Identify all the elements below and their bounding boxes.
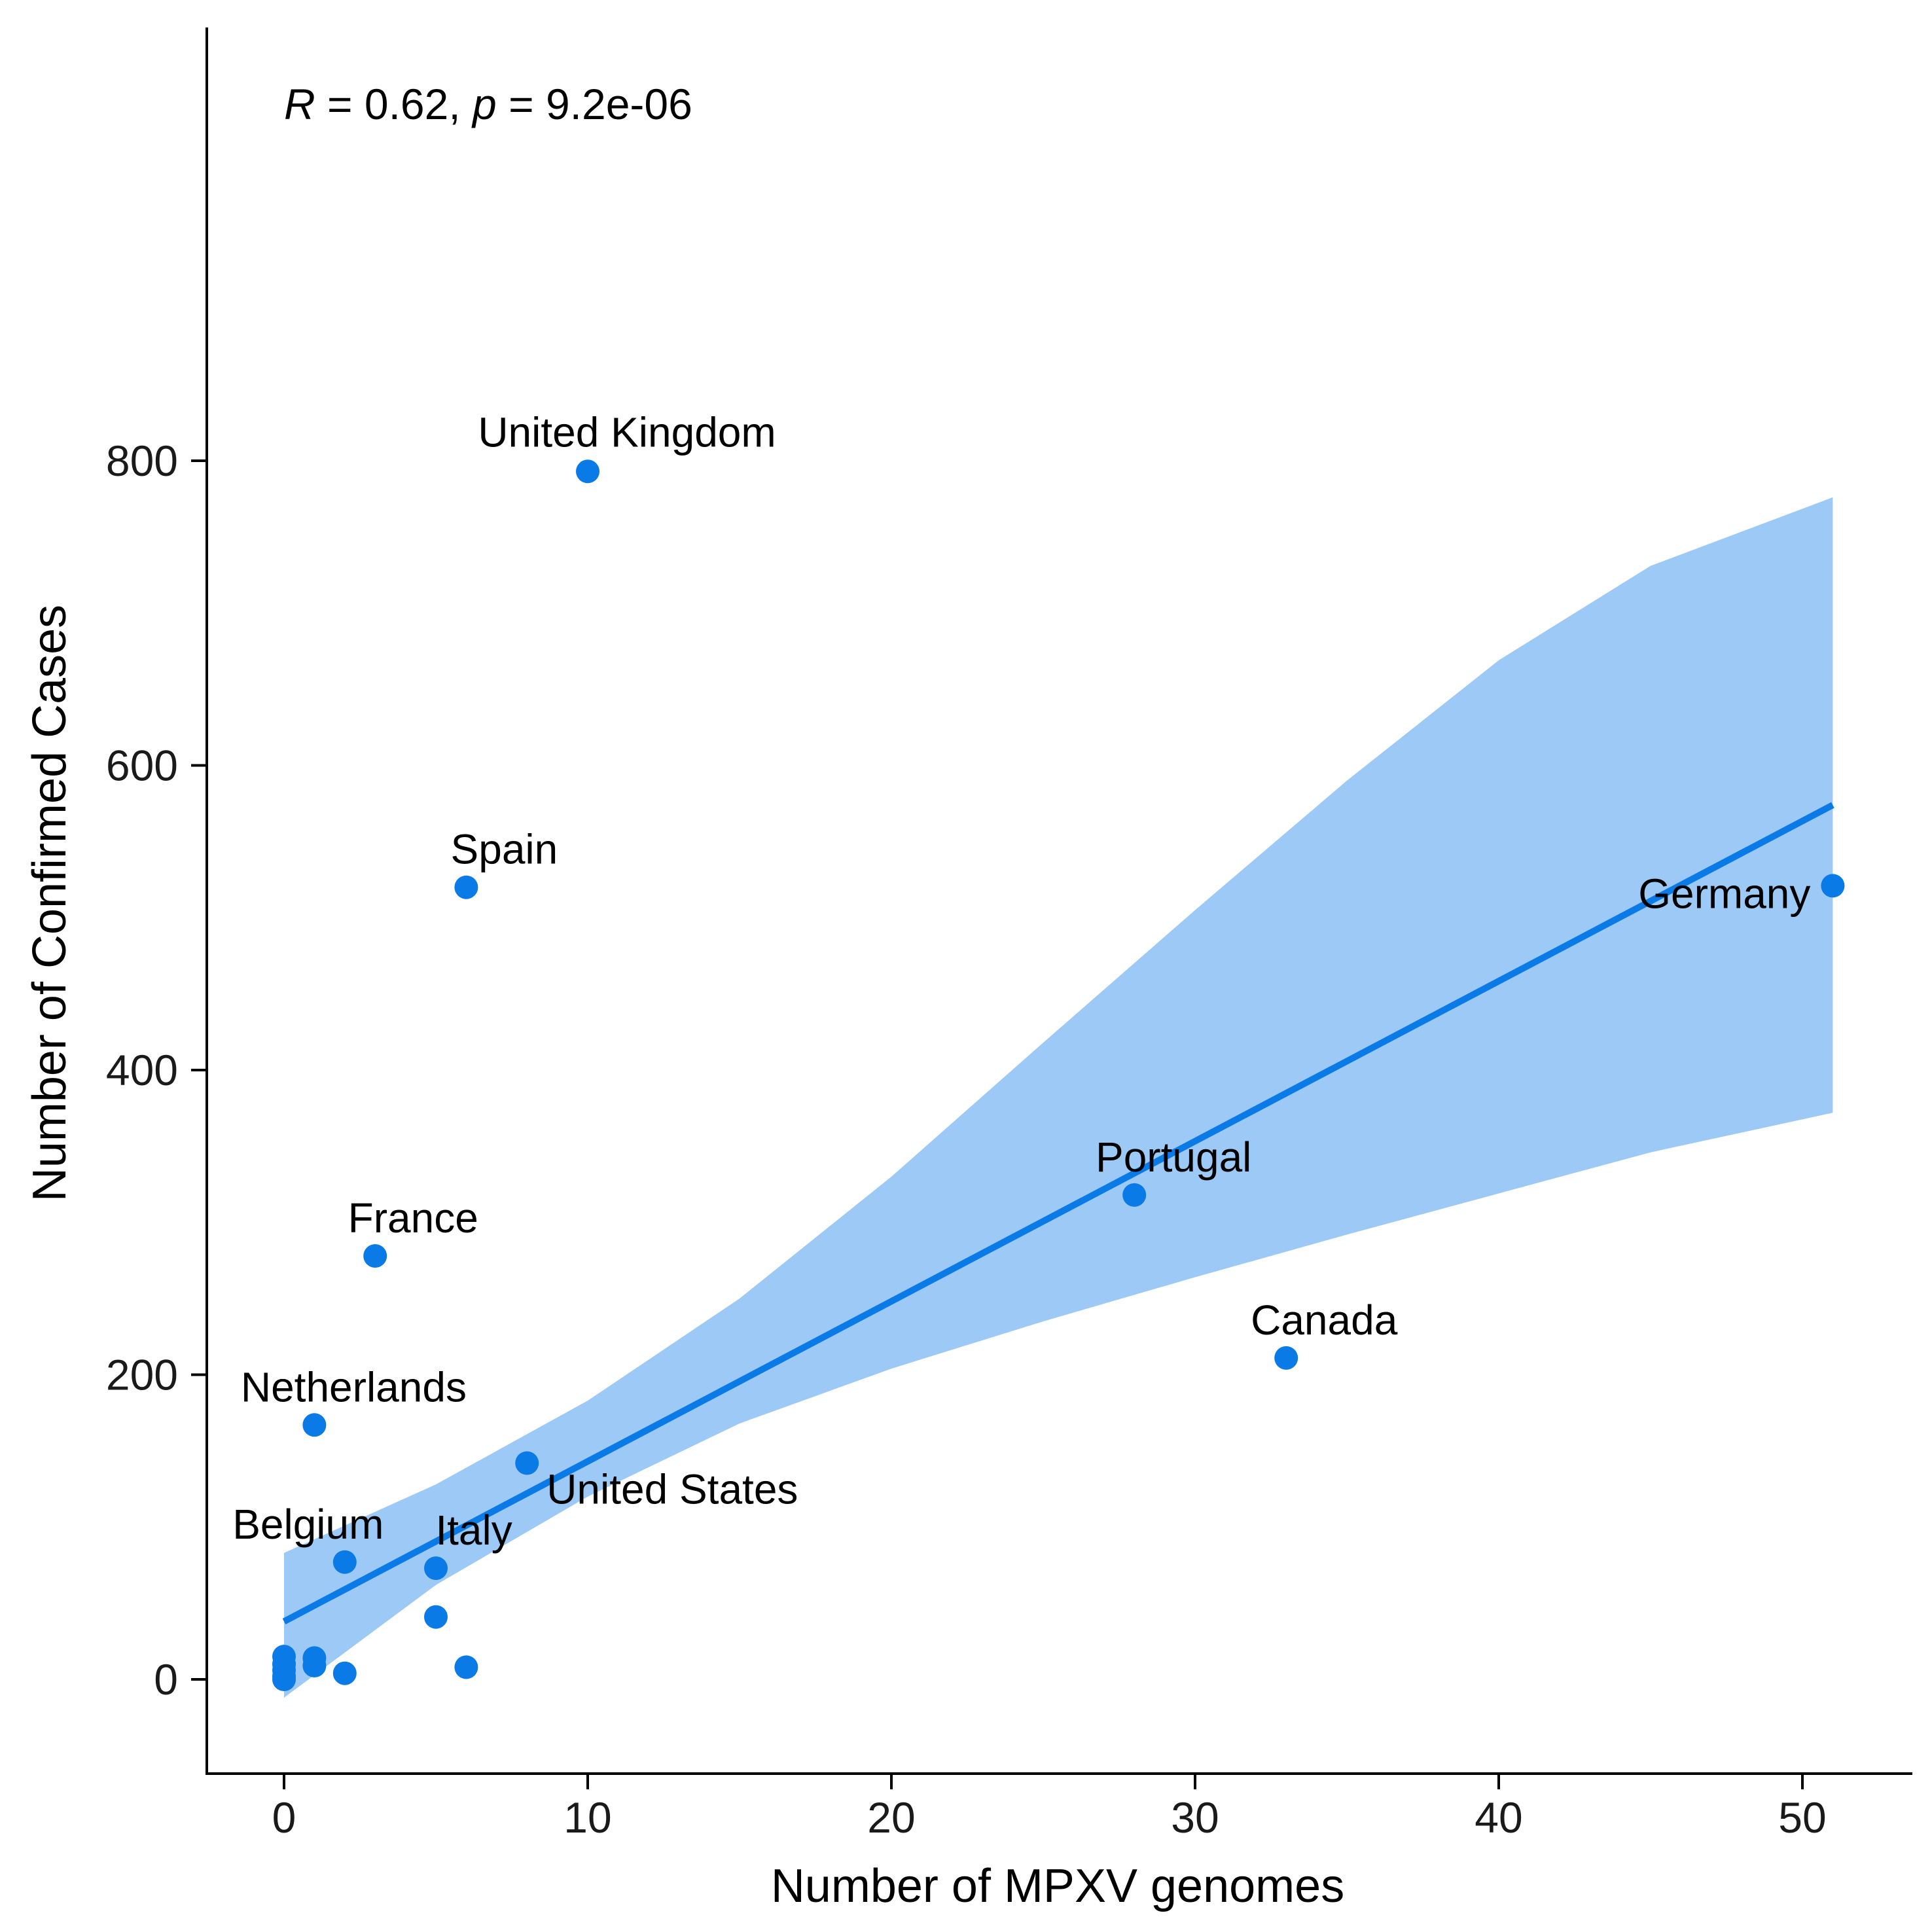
data-point xyxy=(363,1243,387,1268)
confidence-band xyxy=(284,497,1833,1698)
data-point xyxy=(424,1605,448,1629)
point-label: Spain xyxy=(451,826,558,873)
r-value: = 0.62, xyxy=(315,80,473,128)
point-label: Portugal xyxy=(1096,1134,1251,1181)
data-point xyxy=(454,1655,478,1679)
data-point xyxy=(272,1668,296,1691)
axes-layer xyxy=(206,27,1912,1775)
confidence-band-layer xyxy=(284,497,1833,1698)
point-label: Belgium xyxy=(232,1501,384,1548)
p-value: = 9.2e-06 xyxy=(497,80,692,128)
p-symbol: p xyxy=(471,80,497,128)
y-axis-title: Number of Confirmed Cases xyxy=(24,605,76,1202)
regression-line-layer xyxy=(282,802,1834,1624)
data-point xyxy=(302,1413,327,1437)
point-label: France xyxy=(348,1194,478,1242)
point-labels-layer: United Kingdom Spain Germany Portugal France… xyxy=(232,408,1810,1554)
data-point xyxy=(576,459,599,484)
x-tick-label: 30 xyxy=(1171,1793,1219,1842)
correlation-annotation: R = 0.62, p = 9.2e-06 xyxy=(284,80,692,128)
data-point xyxy=(332,1661,357,1685)
data-point xyxy=(332,1550,357,1574)
y-tick-label: 200 xyxy=(106,1351,178,1399)
x-tick-label: 20 xyxy=(867,1793,915,1842)
x-tick-label: 0 xyxy=(272,1793,296,1842)
y-tick-label: 400 xyxy=(106,1046,178,1094)
y-tick-label: 0 xyxy=(154,1655,178,1704)
regression-line xyxy=(282,802,1834,1624)
data-point xyxy=(515,1451,539,1475)
data-point xyxy=(424,1556,448,1581)
data-point xyxy=(454,875,478,899)
point-label: United Kingdom xyxy=(478,408,776,456)
data-point xyxy=(1122,1183,1147,1207)
x-tick-label: 50 xyxy=(1778,1793,1826,1842)
point-label: United States xyxy=(546,1465,798,1512)
data-point xyxy=(1274,1346,1298,1370)
x-axis-title: Number of MPXV genomes xyxy=(771,1860,1344,1912)
y-tick-label: 600 xyxy=(106,742,178,790)
point-label: Canada xyxy=(1251,1297,1398,1344)
point-label: Italy xyxy=(435,1507,512,1554)
data-points-layer xyxy=(272,459,1845,1691)
data-point xyxy=(302,1654,327,1678)
r-symbol: R xyxy=(284,80,315,128)
y-tick-label: 800 xyxy=(106,437,178,485)
x-tick-label: 10 xyxy=(564,1793,611,1842)
point-label: Germany xyxy=(1638,870,1810,917)
point-label: Netherlands xyxy=(241,1363,467,1410)
ticks-layer: 0 10 20 30 40 50 0 200 400 600 800 xyxy=(106,437,1827,1842)
x-tick-label: 40 xyxy=(1475,1793,1522,1842)
data-point xyxy=(1821,874,1845,898)
